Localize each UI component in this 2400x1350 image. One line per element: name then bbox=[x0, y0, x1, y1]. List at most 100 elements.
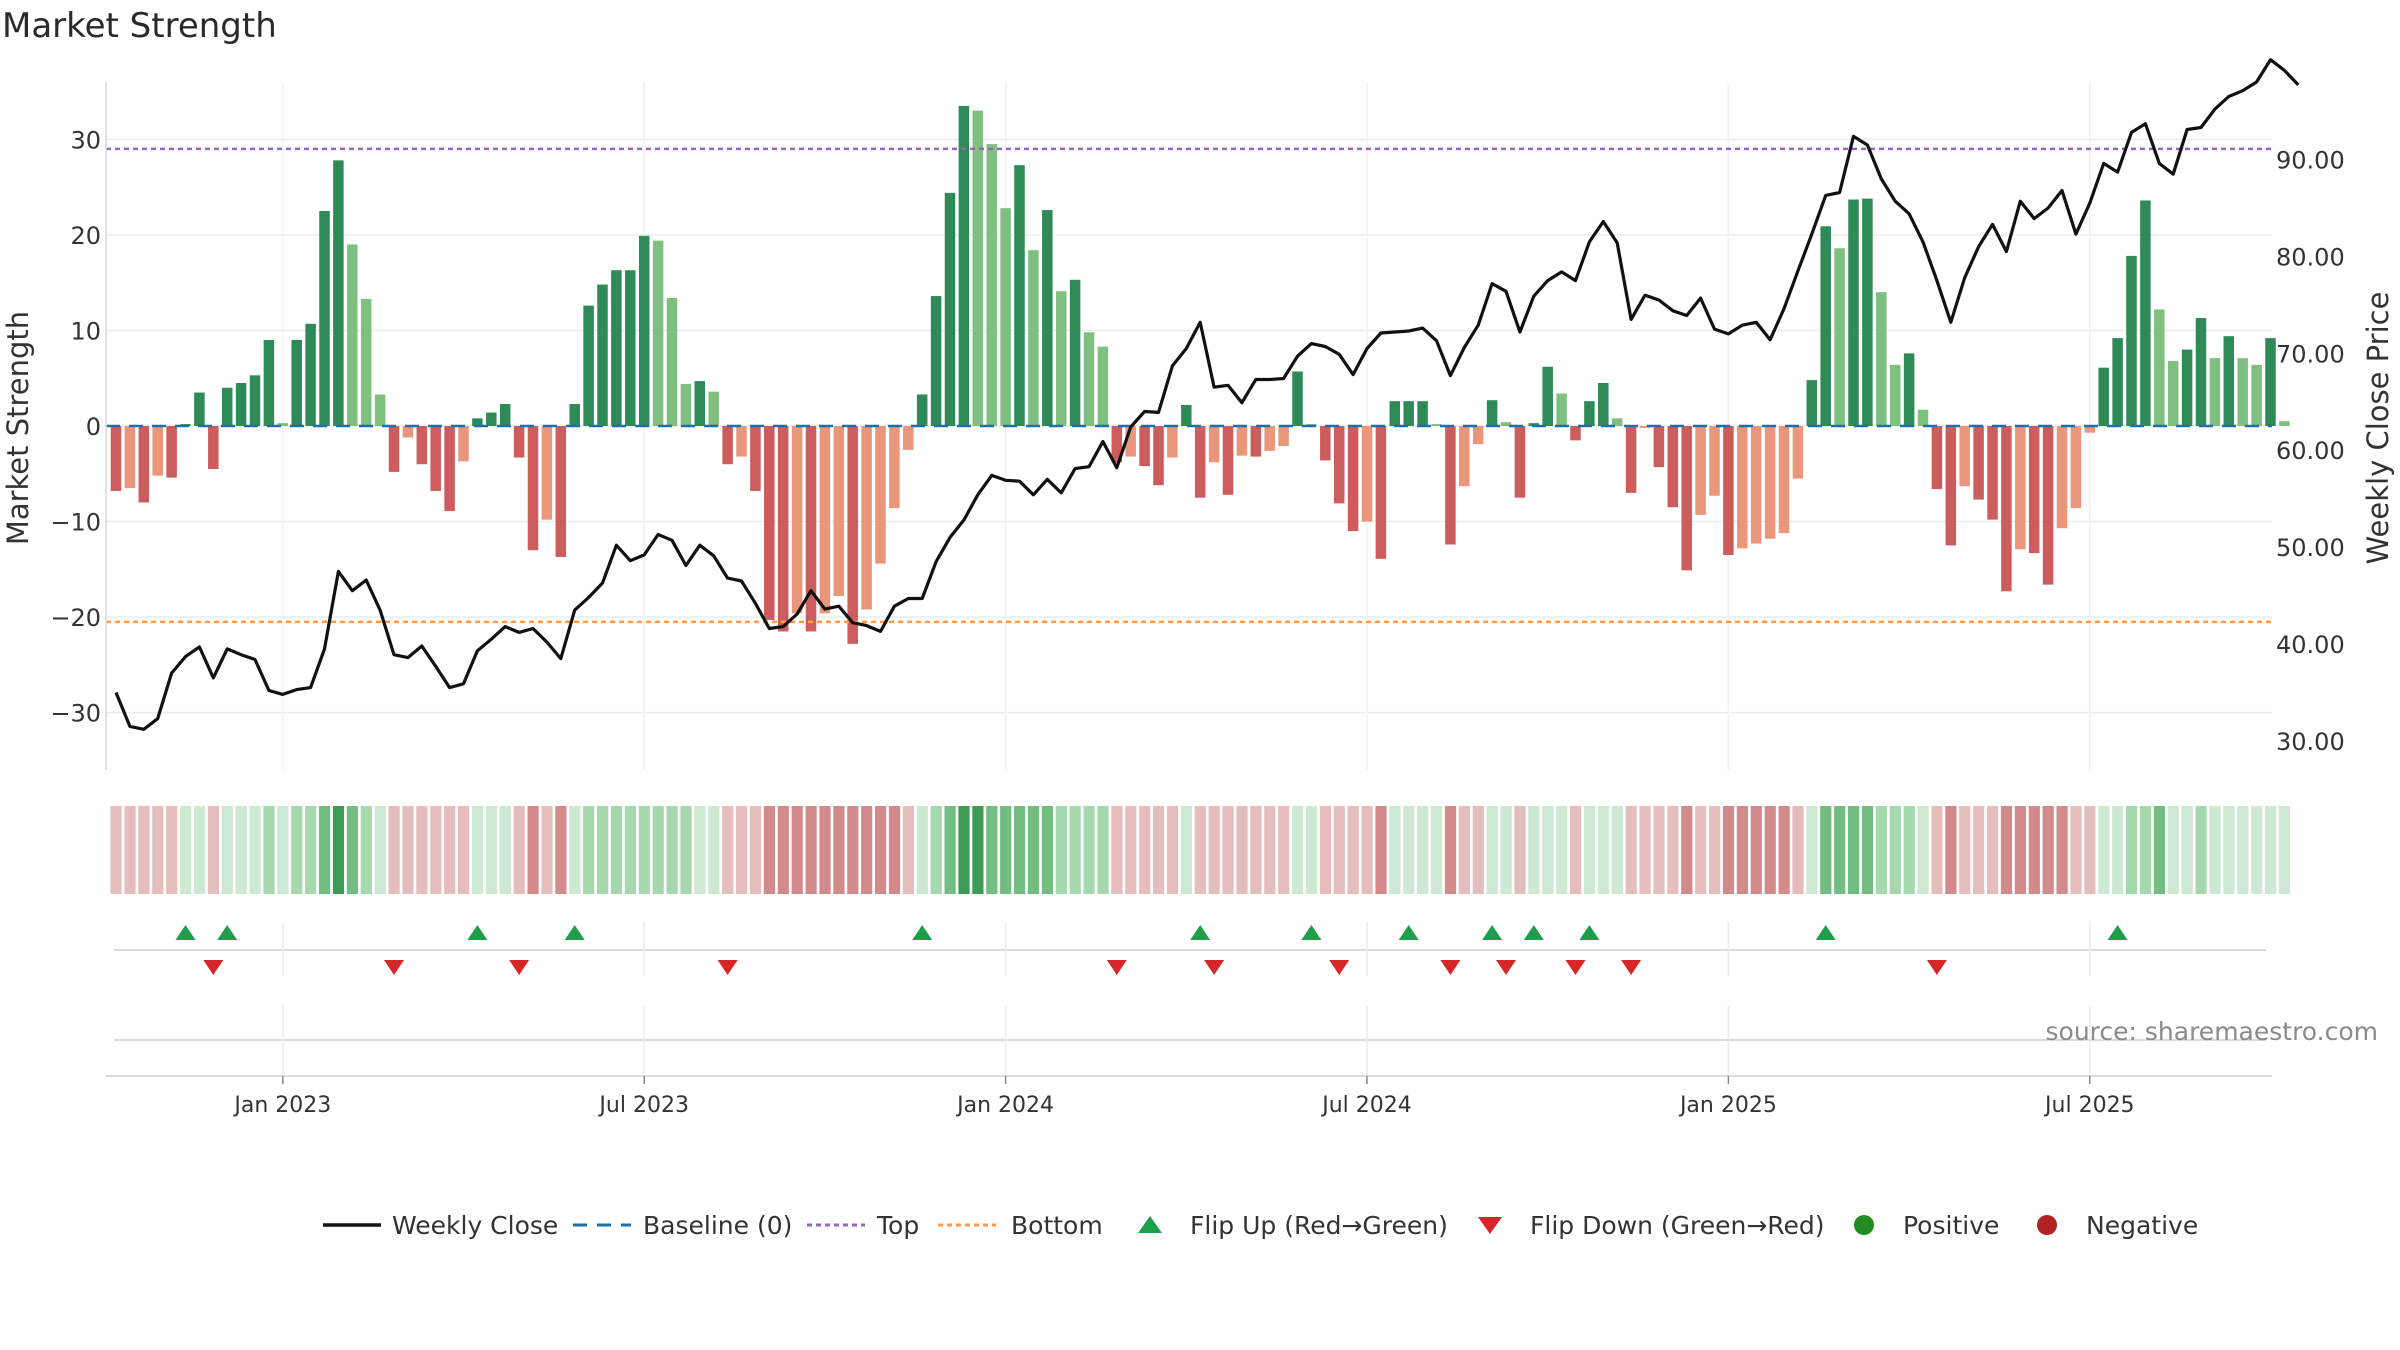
heat-cell bbox=[1556, 806, 1568, 894]
heat-cell bbox=[1681, 806, 1693, 894]
source-label: source: sharemaestro.com bbox=[2046, 1017, 2379, 1046]
strength-bar bbox=[2251, 364, 2262, 426]
strength-bar bbox=[1278, 426, 1289, 447]
heat-cell bbox=[138, 806, 150, 894]
heat-cell bbox=[1417, 806, 1429, 894]
legend-item[interactable]: Negative bbox=[2037, 1211, 2198, 1240]
strength-bar bbox=[1542, 366, 1553, 426]
right-tick-label: 50.00 bbox=[2276, 534, 2345, 562]
flip-up-marker bbox=[217, 925, 238, 940]
heat-cell bbox=[2181, 806, 2193, 894]
flip-down-marker bbox=[717, 960, 738, 975]
heat-cell bbox=[332, 806, 345, 894]
x-tick-label: Jul 2025 bbox=[2043, 1093, 2135, 1118]
strength-bar bbox=[1264, 426, 1275, 451]
flip-down-marker bbox=[1329, 960, 1350, 975]
x-tick-label: Jan 2023 bbox=[232, 1093, 331, 1118]
strength-bar bbox=[2209, 358, 2221, 426]
strength-bar bbox=[541, 426, 553, 520]
flip-markers: source: sharemaestro.com bbox=[114, 922, 2378, 1076]
heat-cell bbox=[722, 806, 734, 894]
legend-label: Bottom bbox=[1011, 1211, 1103, 1240]
strength-bar bbox=[2001, 426, 2012, 592]
strength-bar bbox=[2070, 426, 2082, 509]
legend-item[interactable]: Flip Up (Red→Green) bbox=[1138, 1211, 1448, 1240]
legend-item[interactable]: Bottom bbox=[938, 1211, 1103, 1240]
strength-bar bbox=[1528, 423, 1540, 426]
strength-bar bbox=[1361, 426, 1373, 522]
heat-cell bbox=[346, 806, 358, 894]
strength-bar bbox=[819, 426, 831, 614]
legend-label: Flip Down (Green→Red) bbox=[1530, 1211, 1825, 1240]
right-tick-label: 80.00 bbox=[2276, 243, 2345, 271]
heat-cell bbox=[763, 806, 775, 894]
strength-bar bbox=[903, 426, 914, 450]
flip-down-marker bbox=[1621, 960, 1642, 975]
heat-cell bbox=[388, 806, 400, 894]
strength-bar bbox=[2112, 338, 2123, 426]
page-title: Market Strength bbox=[2, 6, 277, 46]
heat-cell bbox=[1139, 806, 1151, 894]
heat-cell bbox=[1917, 806, 1929, 894]
strength-bar bbox=[458, 426, 469, 462]
heat-cell bbox=[1931, 806, 1943, 894]
strength-bar bbox=[305, 323, 316, 426]
legend-item[interactable]: Weekly Close bbox=[323, 1211, 558, 1240]
strength-bar bbox=[2167, 361, 2179, 426]
legend-label: Positive bbox=[1903, 1211, 1999, 1240]
heat-cell bbox=[1389, 806, 1401, 894]
heat-cell bbox=[1570, 806, 1582, 894]
heat-cell bbox=[777, 806, 789, 894]
heat-cell bbox=[485, 806, 497, 894]
strength-bar bbox=[1903, 353, 1915, 426]
heat-cell bbox=[805, 806, 817, 894]
strength-bar bbox=[388, 426, 400, 472]
heat-cell bbox=[207, 806, 219, 894]
heat-cell bbox=[1653, 806, 1665, 894]
heat-cell bbox=[166, 806, 178, 894]
heat-cell bbox=[1000, 806, 1012, 894]
legend[interactable]: Weekly Close Baseline (0) Top Bottom Flip Up… bbox=[323, 1211, 2198, 1240]
strength-bar bbox=[2028, 426, 2040, 554]
strength-bar bbox=[1208, 426, 1220, 463]
strength-bar bbox=[124, 426, 136, 489]
heat-cell bbox=[1403, 806, 1415, 894]
strength-bar bbox=[263, 340, 275, 426]
strength-bar bbox=[1945, 426, 1957, 546]
strength-bar bbox=[597, 284, 608, 426]
legend-item[interactable]: Top bbox=[807, 1211, 919, 1240]
strength-bar bbox=[1431, 424, 1442, 426]
strength-bar bbox=[1055, 291, 1067, 426]
heat-cell bbox=[1125, 806, 1137, 894]
heat-cell bbox=[1458, 806, 1470, 894]
heat-cell bbox=[2278, 806, 2291, 894]
heat-cell bbox=[2223, 806, 2235, 894]
heat-cell bbox=[1889, 806, 1901, 894]
heat-cell bbox=[1236, 806, 1248, 894]
heat-cell bbox=[1722, 806, 1735, 894]
heat-cell bbox=[1695, 806, 1707, 894]
heat-cell bbox=[1750, 806, 1762, 894]
strength-bar bbox=[694, 381, 706, 426]
strength-bar bbox=[1820, 226, 1831, 426]
legend-item[interactable]: Positive bbox=[1854, 1211, 1999, 1240]
heat-cell bbox=[319, 806, 331, 894]
strength-bar bbox=[2237, 358, 2248, 426]
strength-bar bbox=[1889, 364, 1901, 426]
heat-cell bbox=[1848, 806, 1860, 894]
strength-bar bbox=[1681, 426, 1692, 571]
flip-up-marker bbox=[1190, 925, 1211, 940]
strength-bar bbox=[319, 211, 330, 426]
heat-cell bbox=[583, 806, 595, 894]
heat-strip bbox=[110, 806, 2291, 894]
heat-cell bbox=[471, 806, 484, 894]
heat-cell bbox=[819, 806, 831, 894]
legend-item[interactable]: Flip Down (Green→Red) bbox=[1478, 1211, 1825, 1240]
heat-cell bbox=[624, 806, 636, 894]
legend-label: Negative bbox=[2086, 1211, 2198, 1240]
heat-cell bbox=[749, 806, 762, 894]
heat-cell bbox=[1472, 806, 1484, 894]
heat-cell bbox=[1542, 806, 1554, 894]
legend-item[interactable]: Baseline (0) bbox=[573, 1211, 792, 1240]
strength-bar bbox=[1014, 165, 1025, 426]
